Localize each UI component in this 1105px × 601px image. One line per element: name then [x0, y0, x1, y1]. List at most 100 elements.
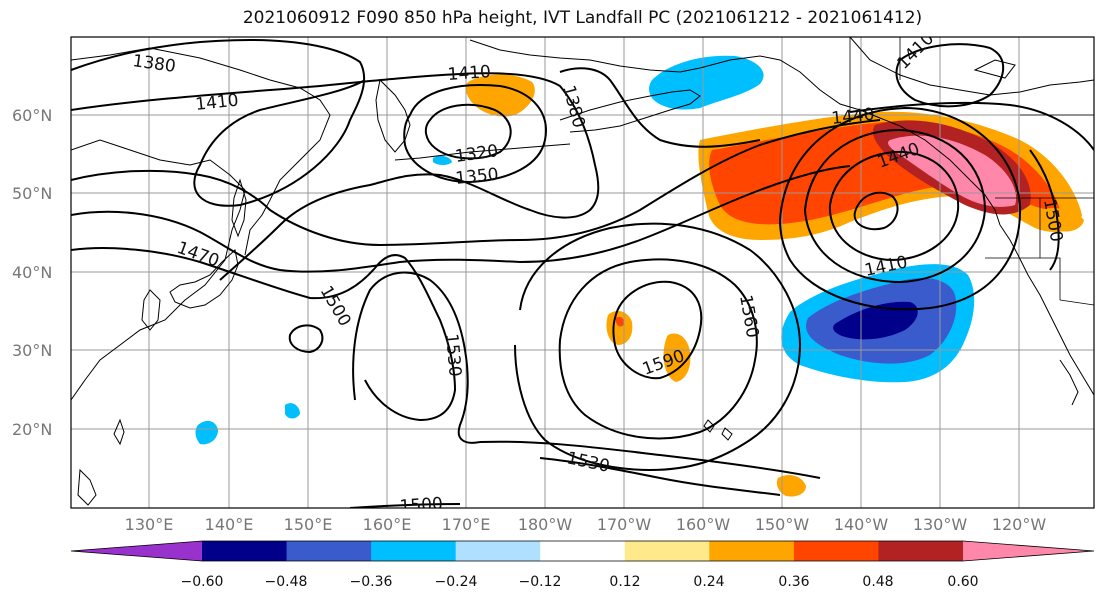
colorbar-swatch — [540, 541, 626, 561]
colorbar-tick-label: 0.48 — [862, 574, 893, 590]
lon-label: 170°W — [597, 515, 652, 534]
ivt-orange-west-coast — [1039, 208, 1084, 232]
lon-label: 130°E — [125, 515, 174, 534]
colorbar-swatch — [371, 541, 457, 561]
border-states-c — [1059, 299, 1094, 306]
colorbar-tick-label: −0.12 — [519, 574, 562, 590]
lat-label-20n: 20°N — [12, 420, 52, 439]
colorbar-swatch — [709, 541, 795, 561]
contour-1410-west — [71, 72, 600, 281]
chart-title: 2021060912 F090 850 hPa height, IVT Land… — [242, 8, 923, 28]
contour-1500-coast — [1029, 149, 1060, 271]
coast-hawaii — [703, 419, 733, 441]
borders — [849, 37, 1094, 306]
coast-alaska-peninsula — [559, 89, 701, 133]
colorbar-tick-labels: −0.60 −0.48 −0.36 −0.24 −0.12 0.12 0.24 … — [181, 574, 979, 590]
map-frame — [70, 36, 1095, 509]
colorbar: −0.60 −0.48 −0.36 −0.24 −0.12 0.12 0.24 … — [70, 540, 1095, 590]
ivt-orange-central-pacific-b — [663, 333, 691, 382]
ivt-cyan-gulf-alaska — [649, 55, 764, 110]
colorbar-outline — [70, 540, 1095, 562]
coast-canada-islands — [973, 59, 1016, 79]
height-contours — [71, 38, 1094, 508]
colorbar-swatch — [455, 541, 541, 561]
lon-label: 150°E — [284, 515, 333, 534]
contour-label: 1500 — [399, 494, 444, 517]
contour-label: 1350 — [454, 165, 499, 189]
contour-1470 — [71, 165, 851, 273]
colorbar-swatch — [793, 541, 879, 561]
contour-label: 1410 — [194, 91, 239, 115]
lon-label: 180°W — [518, 515, 573, 534]
colorbar-swatch — [202, 541, 288, 561]
contour-1530-east — [514, 222, 802, 472]
longitude-labels: 130°E 140°E 150°E 160°E 170°E 180°W 170°… — [125, 515, 1047, 534]
lon-label: 160°E — [363, 515, 412, 534]
coast-east-asia — [71, 139, 246, 401]
latitude-labels: 60°N 50°N 40°N 30°N 20°N — [12, 106, 52, 439]
colorbar-extend-high — [963, 541, 1094, 561]
lon-label: 170°E — [442, 515, 491, 534]
contour-1440 — [71, 119, 881, 247]
contour-1500-cutoff — [288, 324, 324, 354]
ivt-cyan-west-pacific-b — [285, 403, 300, 419]
coast-taiwan — [113, 418, 125, 446]
colorbar-tick-label: −0.36 — [350, 574, 393, 590]
colorbar-tick-label: −0.48 — [265, 574, 308, 590]
lon-label: 140°E — [205, 515, 254, 534]
ivt-orange-subtropic — [776, 474, 806, 497]
colorbar-tick-label: −0.60 — [181, 574, 224, 590]
colorbar-tick-label: −0.24 — [435, 574, 478, 590]
coast-sakhalin — [231, 178, 247, 238]
map-layers: 1380 1410 1410 1380 1320 1350 1470 1500 … — [71, 37, 1094, 517]
coast-gulf-alaska — [859, 109, 1001, 226]
contour-1320-low — [424, 103, 512, 160]
coast-kamchatka — [375, 78, 411, 153]
contour-1500-west — [71, 247, 457, 422]
contour-1500-south — [349, 503, 461, 508]
contour-1530-low-south — [539, 457, 781, 496]
colorbar-swatch — [878, 541, 964, 561]
contour-1560 — [479, 440, 821, 479]
contour-1470-gulf — [803, 128, 987, 284]
lon-label: 120°W — [992, 515, 1047, 534]
coast-japan — [169, 249, 239, 309]
ivt-navy-northeast-pacific — [833, 301, 918, 340]
lat-label-60n: 60°N — [12, 106, 52, 125]
contour-1350-low — [403, 84, 547, 184]
coast-korea — [141, 289, 161, 331]
contour-label: 1440 — [830, 105, 875, 129]
contour-label: 1410 — [447, 62, 492, 85]
colorbar-tick-label: 0.36 — [778, 574, 809, 590]
contour-1410-gulf — [853, 191, 899, 231]
ivt-red-central-pacific-a — [616, 316, 625, 327]
colorbar-tick-label: 0.60 — [947, 574, 978, 590]
ivt-cyan-bering-small — [433, 155, 452, 165]
colorbar-swatch — [286, 541, 372, 561]
contour-1500-gulf — [778, 106, 1022, 311]
contour-1590-high — [612, 280, 703, 380]
colorbar-extend-low — [71, 541, 202, 561]
contour-1410-canada — [895, 43, 1005, 108]
ivt-cyan-west-pacific — [195, 420, 218, 445]
contour-1560-high — [558, 258, 758, 440]
lat-label-40n: 40°N — [12, 263, 52, 282]
contour-1380-west — [71, 38, 366, 207]
lon-label: 140°W — [834, 515, 889, 534]
lat-label-50n: 50°N — [12, 184, 52, 203]
coast-canada-north — [849, 37, 1094, 96]
contour-1440-north — [849, 101, 1094, 151]
lon-label: 130°W — [913, 515, 968, 534]
colorbar-swatch — [624, 541, 710, 561]
ivt-pink-alaska — [888, 135, 1017, 207]
lon-label: 160°W — [676, 515, 731, 534]
contour-label: 1530 — [441, 333, 465, 378]
contour-1380-north — [559, 67, 761, 148]
colorbar-tick-label: 0.24 — [693, 574, 724, 590]
coast-mexico — [1059, 359, 1079, 406]
coast-alaska-west — [469, 39, 861, 111]
colorbar-swatches — [70, 540, 1095, 562]
coast-philippines — [77, 468, 97, 506]
lon-label: 150°W — [755, 515, 810, 534]
